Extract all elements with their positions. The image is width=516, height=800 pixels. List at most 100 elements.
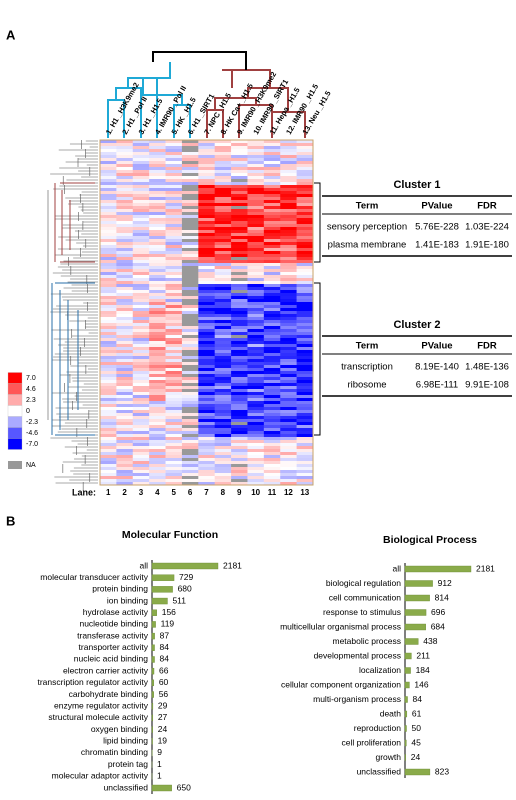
heatmap-cell (165, 296, 183, 300)
heatmap-cell (100, 455, 117, 459)
heatmap-cell (296, 317, 314, 321)
heatmap-cell (263, 176, 281, 180)
heatmap-cell (198, 338, 215, 342)
lane-label: Lane: (72, 487, 96, 497)
heatmap-cell (132, 152, 150, 156)
heatmap-cell (181, 386, 199, 390)
category-label: cell communication (329, 592, 402, 602)
heatmap-cell (231, 479, 248, 483)
heatmap-cell (165, 284, 183, 288)
heatmap-cell (149, 209, 166, 213)
heatmap-cell (181, 476, 199, 480)
heatmap-cell (231, 326, 248, 330)
heatmap-cell (132, 425, 150, 429)
heatmap-cell (149, 449, 166, 453)
heatmap-cell (280, 434, 297, 438)
category-label: response to stimulus (323, 607, 401, 617)
heatmap-cell (263, 347, 281, 351)
heatmap-cell (198, 467, 215, 471)
lane-number: 8 (221, 488, 226, 497)
heatmap-cell (100, 464, 117, 468)
heatmap-cell (181, 392, 199, 396)
heatmap-cell (263, 164, 281, 168)
heatmap-cell (214, 410, 232, 414)
heatmap-cell (214, 266, 232, 270)
heatmap-cell (198, 428, 215, 432)
heatmap-cell (116, 143, 134, 147)
heatmap-cell (198, 446, 215, 450)
heatmap-cell (280, 347, 297, 351)
heatmap-cell (280, 254, 297, 258)
heatmap-cell (132, 449, 150, 453)
value-label: 2181 (476, 563, 495, 573)
heatmap-cell (263, 392, 281, 396)
heatmap-cell (247, 224, 265, 228)
heatmap-cell (116, 344, 134, 348)
heatmap-cell (198, 179, 215, 183)
heatmap-cell (116, 200, 134, 204)
heatmap-cell (132, 386, 150, 390)
heatmap-cell (280, 218, 297, 222)
heatmap-cell (296, 401, 314, 405)
heatmap-cell (247, 314, 265, 318)
heatmap-cell (263, 245, 281, 249)
heatmap-cell (198, 479, 215, 483)
heatmap-cell (181, 215, 199, 219)
heatmap-cell (231, 242, 248, 246)
heatmap-cell (214, 344, 232, 348)
heatmap-cell (198, 362, 215, 366)
heatmap-cell (181, 320, 199, 324)
heatmap-cell (165, 401, 183, 405)
heatmap-cell (280, 461, 297, 465)
heatmap-cell (296, 434, 314, 438)
heatmap-cell (280, 350, 297, 354)
heatmap-cell (181, 359, 199, 363)
heatmap-cell (165, 344, 183, 348)
heatmap-cell (231, 446, 248, 450)
heatmap-cell (165, 278, 183, 282)
heatmap-cell (149, 437, 166, 441)
heatmap-cell (149, 248, 166, 252)
heatmap-cell (247, 326, 265, 330)
heatmap-cell (116, 278, 134, 282)
heatmap-cell (181, 161, 199, 165)
heatmap-cell (263, 437, 281, 441)
heatmap-cell (100, 257, 117, 261)
heatmap-cell (263, 209, 281, 213)
heatmap-cell (280, 197, 297, 201)
heatmap-cell (165, 380, 183, 384)
heatmap-cell (181, 332, 199, 336)
heatmap-cell (214, 305, 232, 309)
heatmap-cell (214, 392, 232, 396)
heatmap-cell (247, 443, 265, 447)
heatmap-cell (149, 326, 166, 330)
heatmap-cell (116, 191, 134, 195)
heatmap-cell (231, 251, 248, 255)
category-label: electron carrier activity (63, 665, 149, 675)
row-dendrogram-cluster (51, 282, 95, 436)
heatmap-cell (296, 392, 314, 396)
heatmap-cell (165, 314, 183, 318)
heatmap-cell (100, 275, 117, 279)
heatmap-cell (181, 422, 199, 426)
table-cell: ribosome (347, 380, 386, 391)
heatmap-cell (280, 392, 297, 396)
heatmap-cell (100, 230, 117, 234)
heatmap-cell (263, 317, 281, 321)
heatmap-cell (181, 155, 199, 159)
heatmap-cell (116, 239, 134, 243)
lane-number: 1 (106, 488, 111, 497)
heatmap-cell (181, 428, 199, 432)
heatmap-cell (181, 173, 199, 177)
heatmap-cell (116, 215, 134, 219)
heatmap-cell (100, 317, 117, 321)
heatmap-cell (214, 251, 232, 255)
heatmap-cell (132, 443, 150, 447)
heatmap-cell (247, 332, 265, 336)
heatmap-cell (181, 191, 199, 195)
heatmap-cell (198, 299, 215, 303)
heatmap-cell (231, 368, 248, 372)
table-header: FDR (477, 201, 497, 212)
heatmap-cell (214, 413, 232, 417)
row-dendrogram-cluster (54, 182, 95, 263)
